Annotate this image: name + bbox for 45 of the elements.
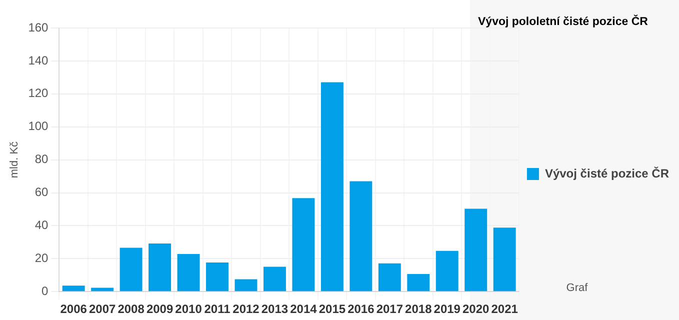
x-tick-label: 2012 [232,302,260,316]
y-tick-label: 120 [28,86,49,100]
y-tick-label: 0 [42,284,49,298]
bar [148,243,172,292]
x-tick-label: 2015 [318,302,346,316]
bar [436,250,458,292]
y-tick-label: 100 [28,119,49,134]
x-tick-label: 2019 [434,302,461,316]
x-tick-label: 2021 [491,302,518,316]
bar [350,181,372,292]
x-tick-label: 2016 [348,302,375,316]
bar [378,263,401,292]
bar [464,208,488,292]
x-tick-label: 2018 [405,302,432,316]
x-tick-label: 2006 [60,302,88,316]
x-tick-label: 2007 [88,302,116,316]
bar [407,274,430,292]
x-tick-label: 2010 [175,302,202,316]
x-tick-label: 2020 [462,302,490,316]
text: Graf [565,282,589,294]
bar [493,228,516,292]
bar [120,248,142,292]
y-tick-label: 140 [28,53,49,68]
y-tick-label: 160 [28,20,49,34]
bar [177,254,200,292]
x-tick-label: 2017 [376,302,404,316]
bar [263,266,286,292]
y-tick-label: 20 [34,250,49,265]
x-tick-label: 2008 [118,302,145,316]
y-tick-label: 40 [34,218,49,232]
y-tick-label: 80 [34,152,49,166]
bar [320,82,344,292]
bar [234,279,258,292]
x-tick-label: 2011 [204,302,231,316]
legend-label: Vývoj čisté pozice ČR [544,166,670,180]
bar [206,262,228,292]
y-tick-label: 60 [34,185,49,200]
bar [91,288,114,292]
x-tick-label: 2013 [261,302,288,316]
x-tick-label: 2009 [146,302,174,316]
text: Vývoj pololetní čisté pozice ČR [478,16,649,28]
x-tick-label: 2014 [290,302,318,316]
y-axis-title: mld. Kč [8,140,21,178]
bar [62,286,85,292]
bar [292,198,315,292]
